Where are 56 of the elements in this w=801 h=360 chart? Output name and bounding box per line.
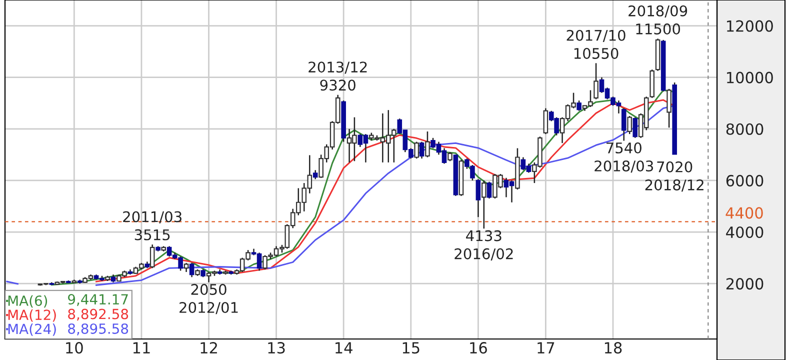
y-tick-label: 12000: [727, 20, 773, 32]
annotation: 2018/03: [594, 160, 653, 173]
legend-label: MA(24): [8, 323, 56, 336]
annotation: 9,441.17: [68, 294, 128, 306]
annotation: 7020: [657, 161, 692, 172]
annotation: 2018/12: [645, 179, 704, 192]
candlestick: [627, 115, 632, 135]
y-tick-label: 6000: [726, 174, 764, 186]
candlestick: [312, 170, 318, 180]
annotation: 8,895.58: [68, 323, 128, 336]
legend-label: MA(12): [8, 309, 56, 322]
candlestick: [184, 262, 189, 273]
y-tick-label: 10000: [727, 72, 773, 84]
annotation: 2012/01: [180, 302, 238, 314]
candlestick: [632, 116, 638, 139]
candlestick: [482, 180, 486, 230]
legend-label: MA(6): [8, 295, 48, 308]
candlestick: [666, 88, 672, 128]
candlestick: [621, 108, 626, 142]
candlestick: [448, 151, 452, 162]
annotation: 4133: [466, 230, 502, 242]
x-tick-label: 10: [66, 342, 83, 354]
annotation: 7540: [606, 142, 642, 154]
x-tick-label: 18: [604, 342, 622, 354]
y-tick-label: 4000: [726, 226, 764, 238]
annotation: 9320: [320, 80, 356, 91]
x-tick-label: 12: [200, 342, 217, 354]
annotation: 2018/09: [628, 5, 688, 18]
annotation: 10550: [574, 48, 618, 59]
x-tick-label: 16: [470, 342, 487, 354]
candlestick: [543, 108, 548, 135]
candlestick: [150, 244, 155, 269]
candlestick: [476, 178, 481, 218]
candlestick: [576, 100, 582, 112]
ref-line-label: 4400: [726, 207, 763, 219]
x-tick-label: 17: [538, 342, 554, 354]
annotation: 3515: [134, 229, 170, 240]
annotation: 2011/03: [123, 211, 182, 224]
candlestick: [414, 141, 419, 160]
annotation: 11500: [636, 23, 680, 34]
x-tick-label: 11: [133, 342, 150, 354]
x-tick-label: 15: [402, 342, 420, 354]
annotation: 2016/02: [454, 248, 513, 260]
annotation: 2017/10: [566, 30, 626, 42]
candlestick: [419, 141, 424, 160]
annotation: 2013/12: [308, 62, 367, 74]
annotation: 8,892.58: [68, 308, 128, 321]
candlestick: [189, 262, 194, 278]
candlestick: [594, 62, 598, 100]
y-tick-label: 8000: [726, 123, 764, 135]
x-tick-label: 13: [268, 342, 285, 354]
x-tick-label: 14: [336, 342, 352, 354]
annotation: 2050: [191, 284, 226, 295]
candlestick: [486, 181, 492, 200]
y-tick-label: 2000: [726, 278, 764, 290]
candlestick: [425, 130, 430, 158]
